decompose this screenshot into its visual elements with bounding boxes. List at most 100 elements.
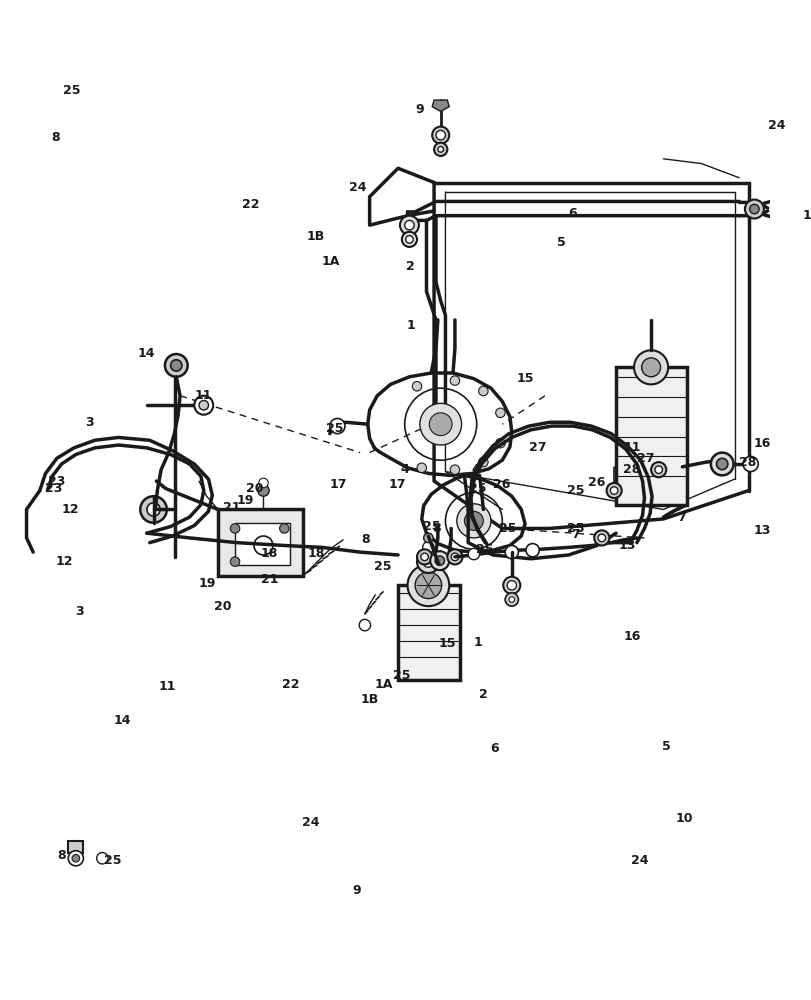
Circle shape [259, 478, 268, 488]
Circle shape [429, 413, 452, 436]
Text: 12: 12 [55, 555, 73, 568]
Text: 21: 21 [223, 501, 240, 514]
Circle shape [230, 524, 239, 533]
Text: 8: 8 [51, 131, 59, 144]
Circle shape [478, 457, 487, 467]
Circle shape [417, 549, 431, 564]
Text: 7: 7 [570, 528, 579, 541]
Circle shape [423, 542, 434, 553]
Text: 25: 25 [63, 84, 80, 97]
Circle shape [526, 544, 539, 557]
Circle shape [435, 556, 444, 565]
Circle shape [799, 208, 806, 216]
Text: 25: 25 [566, 484, 584, 497]
Text: 25: 25 [498, 522, 515, 535]
Text: 5: 5 [556, 236, 565, 249]
Text: 24: 24 [630, 854, 648, 867]
Text: 13: 13 [753, 524, 770, 537]
Bar [234, 523, 290, 565]
Circle shape [606, 483, 621, 498]
Text: 25: 25 [104, 854, 122, 867]
Text: 10: 10 [675, 812, 693, 825]
Text: 1A: 1A [374, 678, 393, 691]
Text: 22: 22 [282, 678, 299, 691]
Circle shape [434, 143, 447, 156]
Text: 16: 16 [623, 630, 640, 643]
Circle shape [436, 130, 445, 140]
Text: 1: 1 [474, 636, 482, 649]
Text: 19: 19 [199, 577, 216, 590]
Circle shape [633, 350, 667, 384]
Text: 8: 8 [431, 522, 440, 535]
Circle shape [594, 530, 609, 545]
Circle shape [230, 557, 239, 566]
Circle shape [650, 462, 666, 477]
Circle shape [72, 854, 79, 862]
Text: 27: 27 [529, 441, 547, 454]
Circle shape [449, 376, 459, 385]
Circle shape [419, 403, 461, 445]
Circle shape [279, 524, 289, 533]
Circle shape [503, 577, 520, 594]
Circle shape [404, 220, 414, 230]
Text: 26: 26 [587, 476, 604, 489]
Text: 25: 25 [374, 560, 392, 573]
Circle shape [358, 619, 370, 631]
Text: 25: 25 [566, 522, 584, 535]
Text: 4: 4 [470, 463, 479, 476]
Text: 21: 21 [260, 573, 278, 586]
Bar [217, 509, 303, 576]
Text: 24: 24 [302, 816, 320, 829]
Circle shape [147, 503, 160, 516]
Text: 15: 15 [438, 637, 456, 650]
Circle shape [468, 548, 479, 560]
Circle shape [799, 219, 806, 227]
Circle shape [597, 534, 605, 542]
Bar [397, 585, 459, 680]
Text: 28: 28 [623, 463, 640, 476]
Circle shape [457, 504, 491, 538]
Circle shape [401, 232, 417, 247]
Circle shape [770, 201, 786, 217]
Text: 25: 25 [326, 422, 343, 435]
Circle shape [506, 581, 516, 590]
Text: 24: 24 [766, 119, 784, 132]
Circle shape [420, 553, 428, 561]
Text: 24: 24 [349, 181, 366, 194]
Circle shape [449, 465, 459, 474]
Circle shape [775, 205, 782, 213]
Text: 14: 14 [114, 714, 131, 727]
Text: 11: 11 [623, 441, 640, 454]
Circle shape [654, 466, 662, 473]
Text: 2: 2 [406, 260, 414, 273]
Text: 7: 7 [676, 511, 684, 524]
Circle shape [199, 400, 208, 410]
Text: 28: 28 [738, 456, 756, 469]
Text: 3: 3 [85, 416, 94, 429]
Circle shape [423, 556, 434, 567]
Circle shape [412, 382, 421, 391]
Text: 17: 17 [388, 478, 406, 491]
Polygon shape [431, 100, 448, 111]
Bar [68, 841, 84, 853]
Text: 6: 6 [568, 207, 577, 220]
Text: 12: 12 [62, 503, 79, 516]
Text: 19: 19 [237, 493, 254, 506]
Circle shape [257, 485, 268, 496]
Text: 13: 13 [618, 539, 635, 552]
Circle shape [749, 204, 758, 214]
Text: 18: 18 [260, 547, 277, 560]
Circle shape [794, 203, 811, 220]
Circle shape [329, 418, 345, 434]
Text: 22: 22 [242, 198, 260, 211]
Text: 9: 9 [352, 884, 361, 897]
Circle shape [447, 549, 462, 564]
Text: 23: 23 [45, 482, 62, 495]
Text: 14: 14 [137, 347, 155, 360]
Circle shape [715, 458, 727, 470]
Circle shape [140, 496, 166, 523]
Text: 6: 6 [490, 742, 498, 755]
Text: 15: 15 [516, 372, 534, 385]
Circle shape [417, 463, 426, 473]
Circle shape [254, 536, 272, 555]
